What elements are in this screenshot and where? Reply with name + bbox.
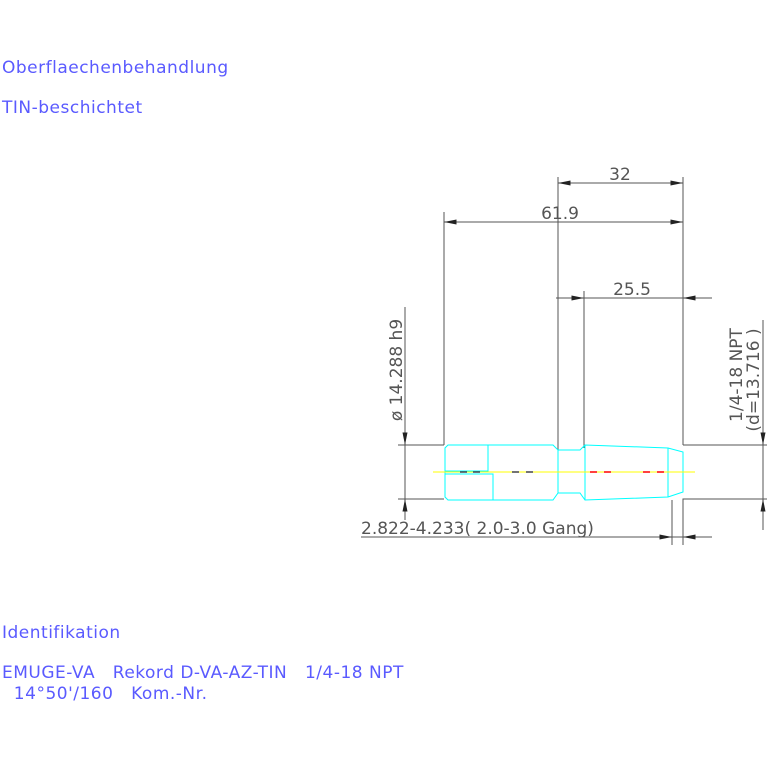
surface-treatment-value: TIN-beschichtet xyxy=(2,98,143,118)
dim-text-61-9: 61.9 xyxy=(541,204,579,224)
extension-line xyxy=(682,498,767,545)
dim-text-chamfer: 2.822-4.233( 2.0-3.0 Gang) xyxy=(361,519,594,539)
dim-text-thread-diameter: (d=13.716 ) xyxy=(744,328,764,431)
dim-text-25-5: 25.5 xyxy=(613,280,651,300)
dim-text-32: 32 xyxy=(609,165,631,185)
identification-line-2: 14°50'/160 Kom.-Nr. xyxy=(2,684,208,704)
dim-text-thread-spec: 1/4-18 NPT xyxy=(727,327,747,421)
surface-treatment-label: Oberflaechenbehandlung xyxy=(2,58,229,78)
identification-label: Identifikation xyxy=(2,623,121,643)
square-drive-edge xyxy=(445,445,489,472)
dim-text-diameter: ø 14.288 h9 xyxy=(387,319,407,421)
square-drive-edge xyxy=(445,473,494,500)
tap-outline xyxy=(444,444,684,501)
identification-line-1: EMUGE-VA Rekord D-VA-AZ-TIN 1/4-18 NPT xyxy=(2,663,404,683)
